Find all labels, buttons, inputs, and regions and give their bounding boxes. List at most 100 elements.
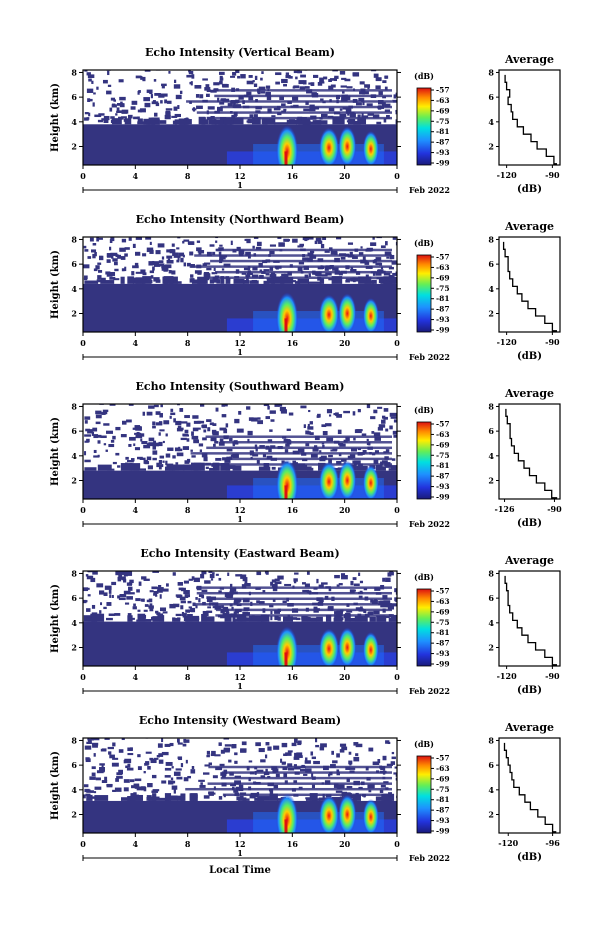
echo-speckle xyxy=(293,578,298,582)
echo-speckle xyxy=(103,606,107,610)
echo-speckle xyxy=(233,611,239,614)
echo-speckle xyxy=(93,268,98,272)
echo-speckle xyxy=(307,423,310,428)
profile-xtick-label: -90 xyxy=(545,671,560,681)
xtick-label: 16 xyxy=(287,672,299,682)
echo-speckle xyxy=(308,616,311,621)
echo-speckle xyxy=(260,91,265,94)
echo-speckle xyxy=(343,95,351,101)
xtick-label: 16 xyxy=(287,505,299,515)
colorbar-tick-label: -57 xyxy=(436,253,450,262)
echo-speckle xyxy=(85,574,89,577)
profile-ytick-label: 6 xyxy=(488,259,494,269)
echo-band-edge xyxy=(354,616,368,622)
echo-speckle xyxy=(281,103,286,107)
echo-speckle xyxy=(381,415,386,419)
echo-speckle xyxy=(265,91,271,97)
profile-xtick-label: -90 xyxy=(545,170,560,180)
echo-speckle xyxy=(174,113,181,118)
echo-speckle xyxy=(269,244,277,247)
echo-speckle xyxy=(230,783,237,787)
echo-band-edge xyxy=(120,276,125,284)
echo-speckle xyxy=(322,431,328,436)
echo-band-edge xyxy=(165,795,178,801)
echo-speckle xyxy=(357,114,361,119)
echo-speckle xyxy=(122,420,127,425)
echo-speckle xyxy=(171,115,178,118)
echo-speckle xyxy=(241,741,247,746)
echo-speckle xyxy=(153,277,160,282)
echo-speckle xyxy=(274,404,280,407)
echo-speckle xyxy=(133,443,136,447)
colorbar-tick-label: -81 xyxy=(436,294,450,303)
echo-speckle xyxy=(176,738,180,743)
echo-speckle xyxy=(160,93,168,97)
echo-speckle xyxy=(387,572,392,577)
echo-speckle xyxy=(294,738,298,743)
echo-speckle xyxy=(190,81,193,86)
echo-speckle xyxy=(384,75,387,79)
echo-speckle xyxy=(213,267,216,271)
echo-speckle xyxy=(157,613,164,618)
echo-speckle xyxy=(156,589,163,593)
y-axis-label: Height (km) xyxy=(50,250,61,319)
echo-speckle xyxy=(164,99,168,104)
echo-speckle xyxy=(233,789,239,793)
echo-speckle xyxy=(358,595,363,599)
echo-speckle xyxy=(146,443,153,446)
echo-band-edge xyxy=(90,613,105,622)
echo-speckle xyxy=(349,251,353,256)
echo-speckle xyxy=(127,747,133,752)
echo-speckle xyxy=(309,432,314,435)
echo-speckle xyxy=(103,592,108,597)
echo-speckle xyxy=(206,116,213,120)
echo-speckle xyxy=(86,741,92,745)
echo-speckle xyxy=(218,251,222,256)
echo-speckle xyxy=(265,571,269,575)
echo-speckle xyxy=(289,119,296,124)
echo-speckle xyxy=(111,581,117,586)
echo-peak xyxy=(284,485,288,499)
echo-speckle xyxy=(262,401,264,403)
ytick-label: 2 xyxy=(71,809,77,819)
echo-speckle xyxy=(362,256,366,261)
panel-4: Echo Intensity (Eastward Beam)2468Height… xyxy=(50,547,561,696)
echo-speckle xyxy=(94,251,97,257)
echo-speckle xyxy=(313,74,319,78)
profile-ytick-label: 2 xyxy=(488,809,494,819)
echo-speckle xyxy=(84,587,90,590)
xtick-label: 0 xyxy=(394,338,400,348)
echo-speckle xyxy=(117,465,121,468)
echo-speckle xyxy=(126,767,134,771)
echo-plume xyxy=(276,125,299,165)
profile-ytick-label: 4 xyxy=(488,451,494,461)
echo-speckle xyxy=(310,82,315,86)
echo-speckle xyxy=(242,598,250,603)
echo-speckle xyxy=(218,742,222,746)
echo-speckle xyxy=(103,443,107,446)
echo-speckle xyxy=(271,579,277,583)
echo-layer xyxy=(185,787,392,791)
echo-speckle xyxy=(158,466,162,470)
echo-speckle xyxy=(355,102,362,106)
colorbar-tick-label: -57 xyxy=(436,587,450,596)
echo-speckle xyxy=(207,606,212,609)
echo-speckle xyxy=(121,268,125,272)
echo-speckle xyxy=(100,602,103,606)
echo-speckle xyxy=(349,454,356,459)
xtick-label: 0 xyxy=(394,672,400,682)
echo-speckle xyxy=(349,118,356,124)
colorbar-tick-label: -99 xyxy=(436,159,450,168)
echo-speckle xyxy=(213,443,216,447)
echo-speckle xyxy=(146,599,150,603)
echo-speckle xyxy=(180,793,186,796)
echo-plume xyxy=(276,292,299,332)
echo-band-edge xyxy=(375,796,385,801)
echo-speckle xyxy=(240,574,247,579)
echo-speckle xyxy=(304,86,310,89)
echo-speckle xyxy=(284,449,289,453)
echo-speckle xyxy=(187,600,192,604)
profile-ytick-label: 2 xyxy=(488,475,494,485)
echo-speckle xyxy=(228,465,236,469)
echo-speckle xyxy=(339,443,346,447)
